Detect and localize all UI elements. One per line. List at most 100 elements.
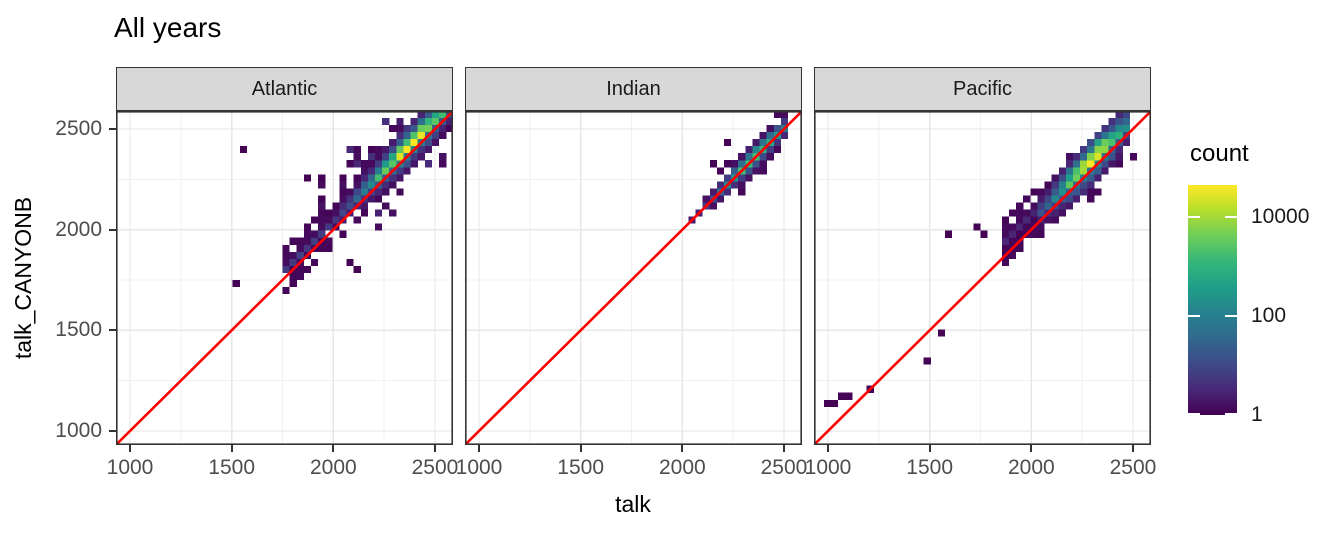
- bin: [1094, 153, 1102, 161]
- x-axis-title: talk: [615, 491, 651, 517]
- bin: [375, 146, 383, 154]
- bin: [745, 153, 753, 161]
- bin: [1058, 181, 1066, 189]
- bin: [1044, 195, 1052, 203]
- bin: [353, 195, 361, 203]
- bin: [1008, 251, 1017, 259]
- bin: [724, 188, 732, 196]
- bin: [1080, 188, 1088, 196]
- bin: [389, 174, 397, 182]
- bin: [310, 216, 319, 224]
- bin: [303, 244, 312, 252]
- bin: [318, 230, 326, 238]
- x-tick-mark: [827, 445, 829, 452]
- legend-tick-right: [1225, 412, 1237, 415]
- bin: [1108, 124, 1116, 133]
- y-tick-mark: [109, 329, 116, 332]
- bin: [1051, 174, 1059, 182]
- bin: [1122, 124, 1131, 133]
- legend-tick-left: [1188, 215, 1200, 219]
- bin: [396, 174, 404, 182]
- bin: [382, 181, 390, 189]
- bin: [396, 139, 404, 147]
- bin: [232, 279, 240, 288]
- bin: [1115, 132, 1123, 140]
- bin: [845, 392, 853, 400]
- bin: [944, 230, 953, 238]
- bin: [780, 111, 789, 118]
- x-tick-mark: [332, 445, 335, 452]
- bin: [325, 209, 333, 217]
- bin: [303, 174, 312, 182]
- bin: [766, 153, 774, 161]
- bin: [318, 195, 326, 203]
- bin: [1044, 188, 1052, 196]
- x-tick-label: 1000: [455, 456, 503, 479]
- bin: [1073, 167, 1081, 175]
- legend-tick-label: 10000: [1251, 204, 1310, 228]
- panel-border: [465, 111, 802, 445]
- bin: [389, 160, 397, 168]
- bin: [396, 167, 404, 175]
- bin: [1030, 209, 1038, 217]
- bin: [346, 202, 354, 210]
- bin: [1101, 167, 1109, 175]
- bin: [1080, 181, 1088, 189]
- bin: [1008, 230, 1017, 238]
- bin: [346, 195, 354, 203]
- bin: [375, 223, 383, 231]
- bin: [1080, 160, 1088, 168]
- bin: [339, 209, 347, 217]
- x-tick-mark: [783, 445, 785, 452]
- bin: [709, 188, 717, 196]
- bin: [1044, 181, 1052, 189]
- bin: [410, 153, 418, 161]
- bin: [738, 181, 746, 189]
- panel-border: [814, 111, 1151, 445]
- bin: [410, 117, 418, 126]
- bin: [1023, 195, 1031, 203]
- bin: [417, 146, 425, 154]
- bin: [296, 265, 304, 274]
- bin: [752, 146, 760, 154]
- bin: [1087, 181, 1095, 189]
- bin: [1087, 195, 1095, 203]
- bin: [439, 124, 447, 133]
- bin: [1087, 146, 1095, 154]
- bin: [1115, 124, 1123, 133]
- y-tick-label: 2000: [55, 217, 102, 241]
- bin: [780, 117, 789, 126]
- bin: [745, 146, 753, 154]
- bin: [353, 153, 361, 161]
- bin: [346, 146, 354, 154]
- bin: [424, 146, 433, 154]
- bin: [1051, 209, 1059, 217]
- identity-reference-line: [465, 111, 802, 445]
- bin: [1016, 244, 1024, 252]
- bin: [709, 160, 717, 168]
- bin: [367, 181, 376, 189]
- bin: [780, 132, 789, 140]
- bin: [389, 139, 397, 147]
- bin: [1008, 209, 1017, 217]
- bin: [410, 160, 418, 168]
- bin: [759, 153, 767, 161]
- bin: [339, 230, 347, 238]
- bin: [1108, 153, 1116, 161]
- identity-reference-line: [116, 111, 453, 445]
- bin: [937, 329, 945, 337]
- x-tick-label: 2500: [411, 456, 459, 479]
- panel-border: [116, 111, 453, 445]
- x-tick-mark: [129, 445, 131, 452]
- bin: [403, 132, 411, 140]
- bin: [318, 216, 326, 224]
- bin: [759, 132, 767, 140]
- bin: [410, 139, 418, 147]
- bin: [759, 160, 767, 168]
- x-tick-mark: [1132, 445, 1134, 452]
- bin: [367, 174, 376, 182]
- bin: [1065, 195, 1074, 203]
- bin: [1058, 188, 1066, 196]
- bin: [296, 244, 304, 252]
- bin: [731, 181, 739, 189]
